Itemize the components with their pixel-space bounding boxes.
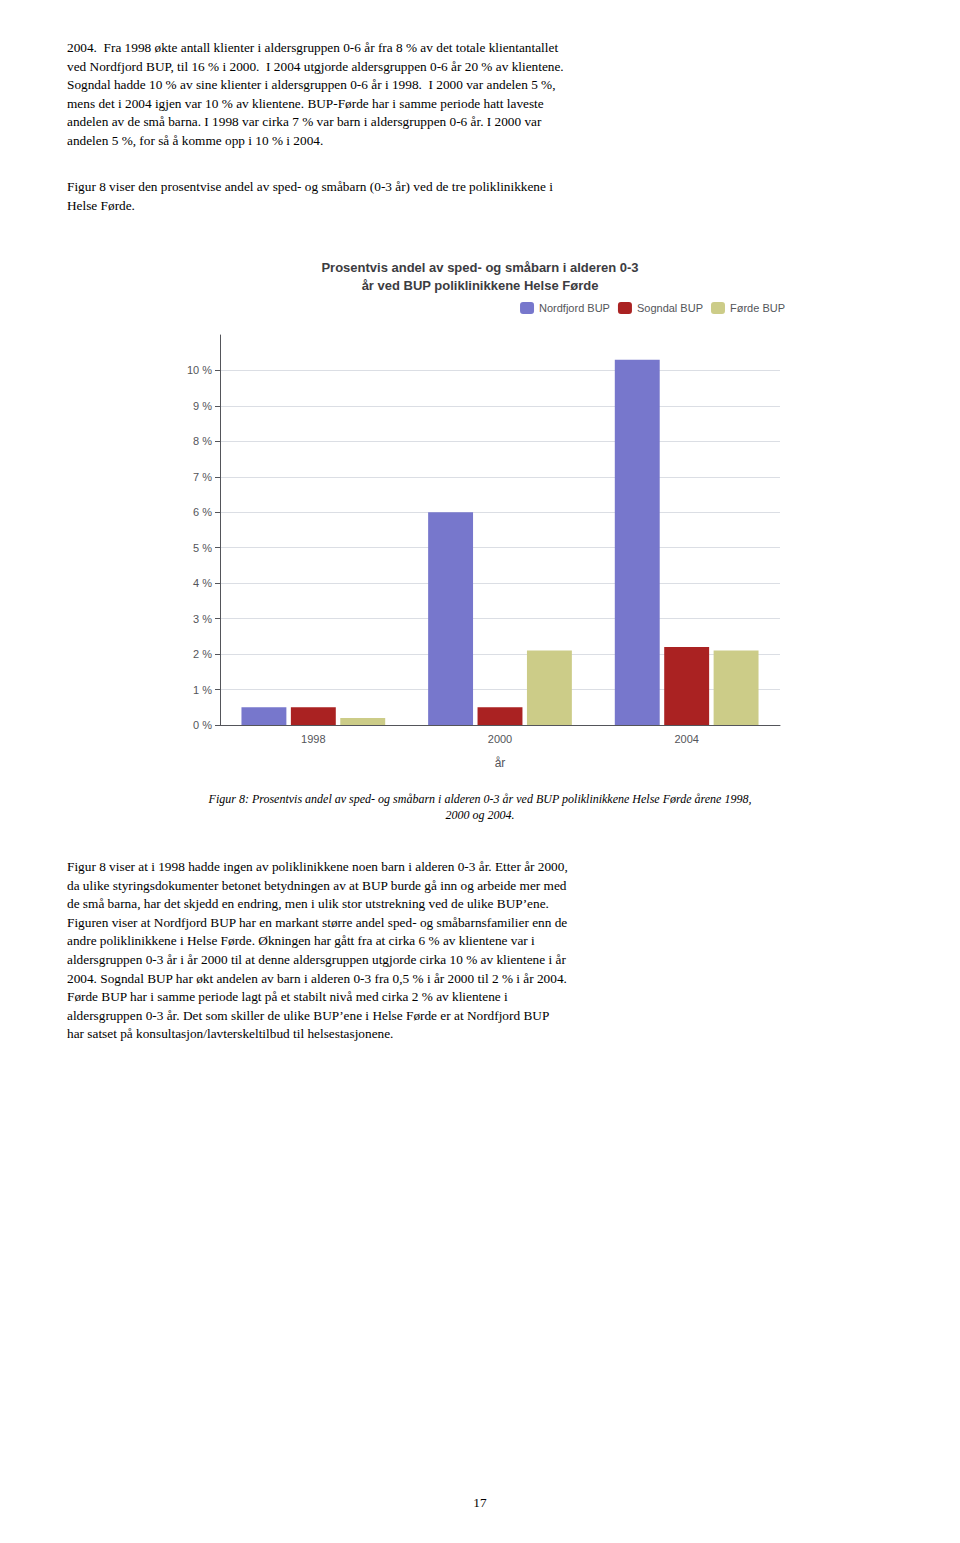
svg-text:7 %: 7 % — [193, 471, 212, 483]
svg-text:2000: 2000 — [488, 733, 512, 745]
svg-text:5 %: 5 % — [193, 542, 212, 554]
html-text:Figur 8: Prosentvis andel av s: Figur 8: Prosentvis andel av sped- og sm… — [208, 792, 752, 822]
svg-text:2 %: 2 % — [193, 648, 212, 660]
svg-text:Førde BUP: Førde BUP — [730, 302, 785, 314]
html-text:Figur 8 viser at i 1998 hadde: Figur 8 viser at i 1998 hadde ingen av p… — [67, 859, 568, 1042]
svg-text:1998: 1998 — [301, 733, 325, 745]
svg-text:8 %: 8 % — [193, 435, 212, 447]
svg-text:9 %: 9 % — [193, 400, 212, 412]
svg-text:0 %: 0 % — [193, 719, 212, 731]
svg-text:2004: 2004 — [674, 733, 698, 745]
svg-text:4 %: 4 % — [193, 577, 212, 589]
html-text:Figur 8 viser den prosentvise: Figur 8 viser den prosentvise andel av s… — [67, 179, 553, 213]
html-text:2004. Fra 1998 økte antall kli: 2004. Fra 1998 økte antall klienter i al… — [67, 40, 564, 148]
svg-text:1 %: 1 % — [193, 684, 212, 696]
html-text:17: 17 — [473, 1495, 487, 1510]
svg-text:3 %: 3 % — [193, 613, 212, 625]
svg-text:år ved BUP poliklinikkene Hels: år ved BUP poliklinikkene Helse Førde — [362, 278, 599, 293]
svg-text:Prosentvis andel av sped- og s: Prosentvis andel av sped- og småbarn i a… — [321, 260, 638, 275]
svg-text:år: år — [495, 756, 506, 770]
svg-text:Sogndal BUP: Sogndal BUP — [637, 302, 703, 314]
svg-text:6 %: 6 % — [193, 506, 212, 518]
svg-text:Nordfjord BUP: Nordfjord BUP — [539, 302, 610, 314]
svg-text:10 %: 10 % — [187, 364, 212, 376]
